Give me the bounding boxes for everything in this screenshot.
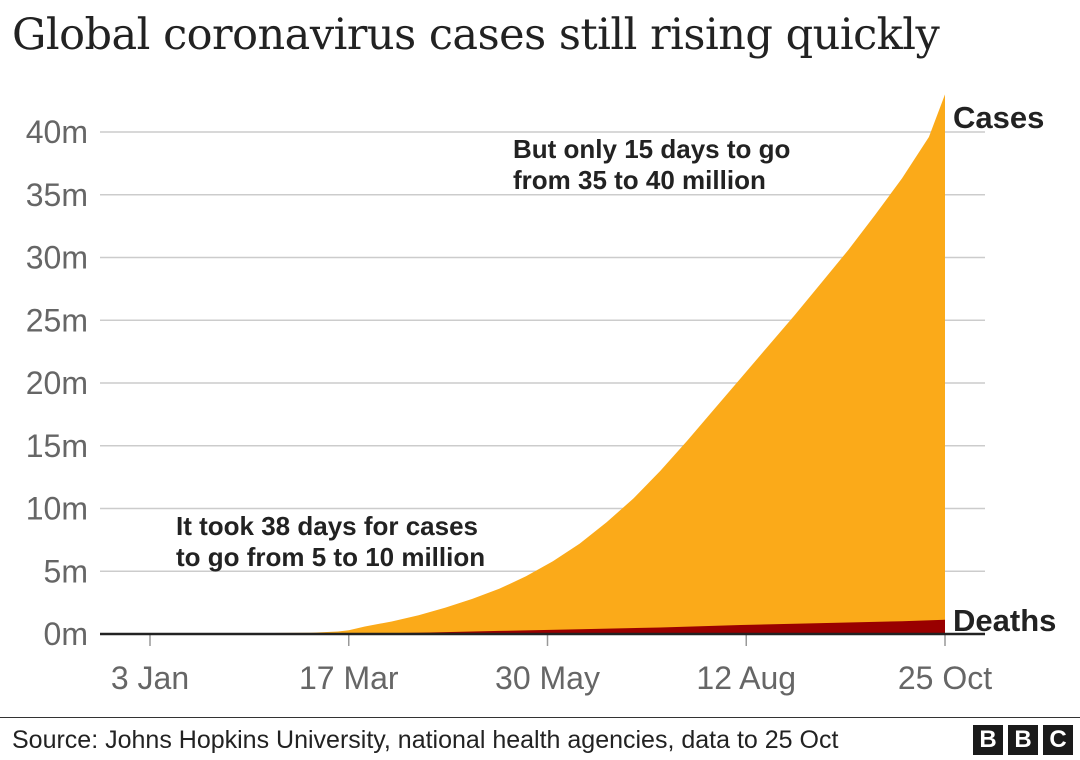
bbc-logo-letter: B (1008, 725, 1038, 755)
y-tick-label: 40m (26, 114, 88, 150)
area-chart: 0m 5m 10m 15m 20m 25m 30m 35m 40m 3 Jan 17 Mar 30 M… (26, 94, 1057, 696)
y-tick-label: 0m (44, 616, 88, 652)
source-note: Source: Johns Hopkins University, nation… (12, 726, 839, 754)
annotation-line: It took 38 days for cases (176, 511, 478, 541)
chart-title: Global coronavirus cases still rising qu… (12, 10, 940, 60)
cases-series-label: Cases (953, 100, 1044, 135)
x-tick-label: 3 Jan (111, 660, 189, 696)
annotation-line: But only 15 days to go (513, 134, 790, 164)
x-tick-label: 12 Aug (696, 660, 796, 696)
annotation-line: from 35 to 40 million (513, 165, 766, 195)
cases-area (150, 94, 945, 634)
y-tick-label: 15m (26, 428, 88, 464)
bbc-logo-letter: B (973, 725, 1003, 755)
y-tick-label: 20m (26, 365, 88, 401)
y-tick-label: 25m (26, 302, 88, 338)
gridlines (100, 131, 985, 572)
y-tick-label: 10m (26, 491, 88, 527)
y-tick-label: 5m (44, 553, 88, 589)
annotation-line: to go from 5 to 10 million (176, 542, 485, 572)
chart-labels: 0m 5m 10m 15m 20m 25m 30m 35m 40m 3 Jan 17 Mar 30 M… (26, 100, 1057, 696)
axes (100, 632, 985, 646)
bbc-logo-letter: C (1043, 725, 1073, 755)
bbc-logo: B B C (973, 725, 1073, 755)
deaths-series-label: Deaths (953, 603, 1056, 638)
deaths-area (150, 619, 945, 634)
y-tick-label: 35m (26, 177, 88, 213)
x-tick-label: 25 Oct (898, 660, 992, 696)
y-tick-label: 30m (26, 240, 88, 276)
x-tick-label: 17 Mar (299, 660, 399, 696)
footer-divider (0, 717, 1080, 718)
chart-areas (150, 94, 945, 634)
x-tick-label: 30 May (495, 660, 600, 696)
